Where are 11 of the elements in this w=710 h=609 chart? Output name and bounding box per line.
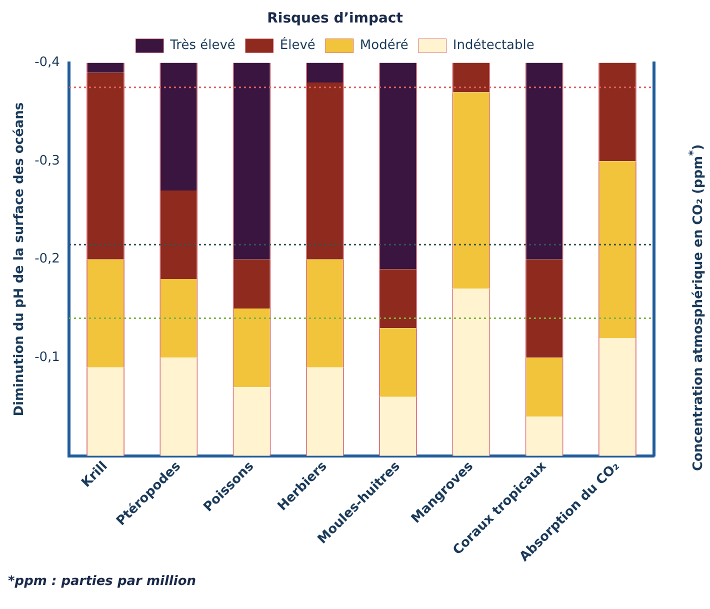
legend-title: Risques d’impact [267, 10, 404, 27]
y-axis-title: Diminution du pH de la surface des océans [12, 102, 28, 416]
y-tick-label: -0,2 [34, 252, 60, 267]
y-tick-label: -0,1 [34, 350, 60, 365]
y-tick-label: -0,3 [34, 153, 60, 168]
y-tick-label: -0,4 [34, 55, 60, 70]
legend-label: Élevé [280, 36, 316, 54]
text: *ppm : parties par million [8, 574, 198, 589]
legend-label: Modéré [360, 38, 408, 54]
legend-label: Indétectable [452, 38, 534, 54]
legend-label: Très élevé [169, 38, 236, 54]
